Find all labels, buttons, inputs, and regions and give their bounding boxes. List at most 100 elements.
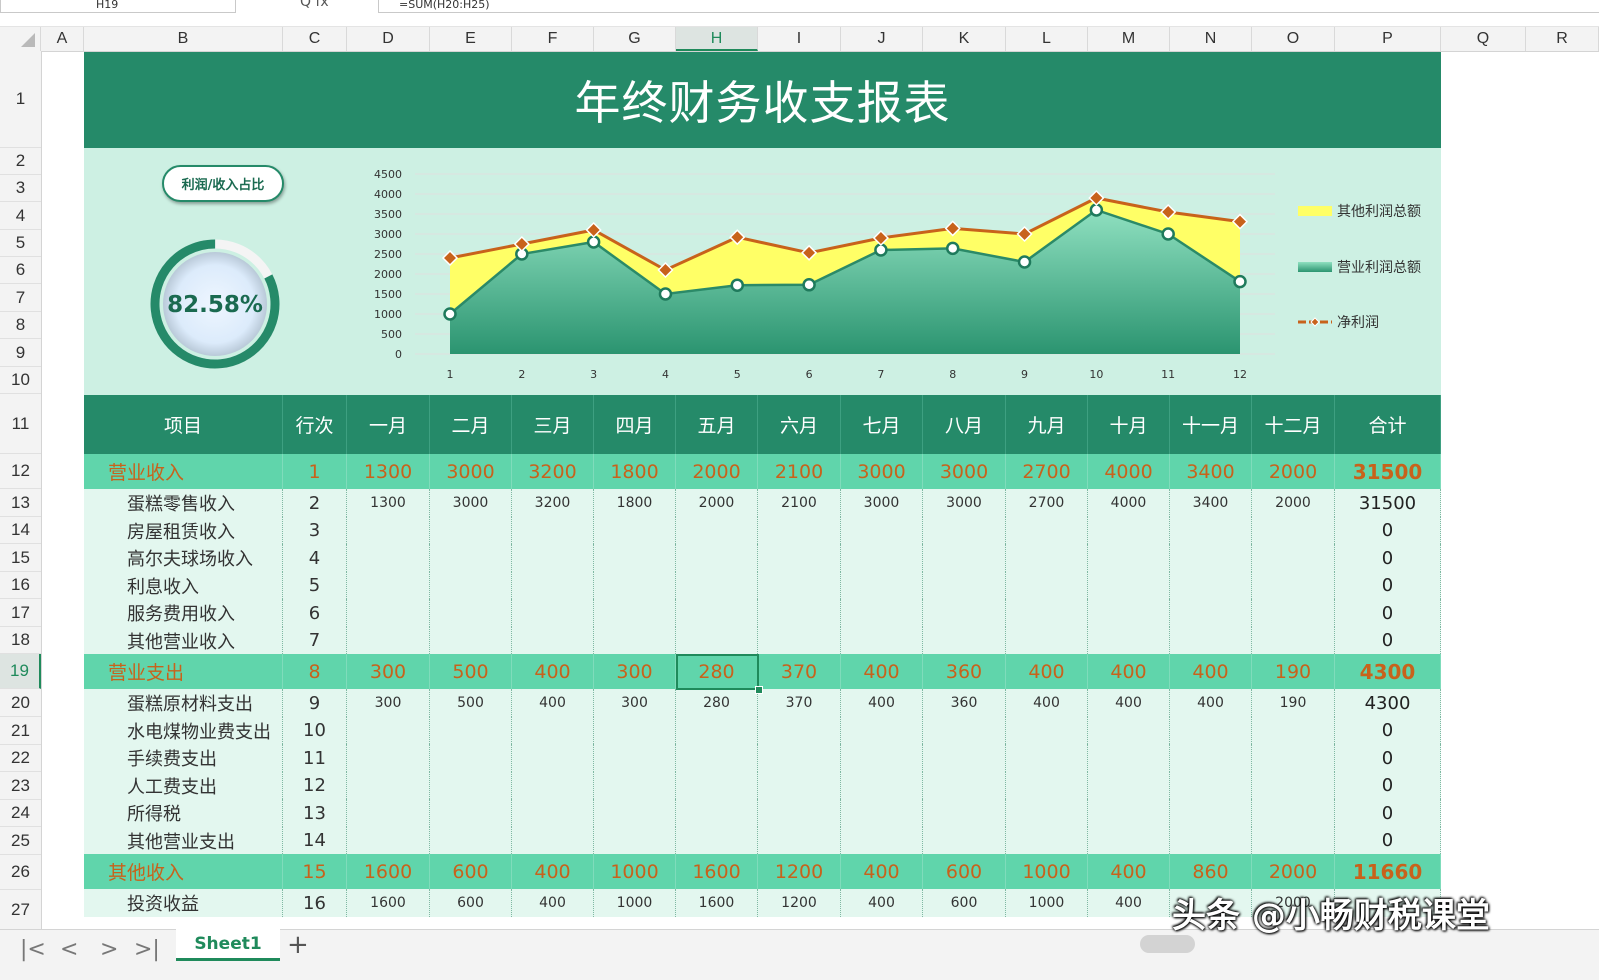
column-header-h[interactable]: H — [676, 27, 758, 51]
first-sheet-button[interactable]: |< — [20, 937, 46, 962]
item-value-cell[interactable] — [512, 572, 594, 599]
item-index[interactable]: 16 — [283, 889, 347, 917]
item-value-cell[interactable] — [512, 544, 594, 572]
section-value-cell[interactable]: 860 — [1170, 854, 1252, 889]
item-value-cell[interactable]: 2700 — [1006, 489, 1088, 517]
item-value-cell[interactable]: 2100 — [758, 489, 841, 517]
item-value-cell[interactable] — [923, 799, 1006, 827]
item-value-cell[interactable] — [1170, 544, 1252, 572]
item-value-cell[interactable] — [758, 717, 841, 744]
item-value-cell[interactable] — [512, 717, 594, 744]
section-value-cell[interactable]: 1000 — [594, 854, 676, 889]
item-index[interactable]: 9 — [283, 689, 347, 717]
section-name[interactable]: 营业收入 — [84, 454, 283, 489]
item-value-cell[interactable] — [512, 627, 594, 654]
item-name[interactable]: 其他营业收入 — [84, 627, 283, 654]
item-value-cell[interactable] — [1088, 517, 1170, 544]
item-value-cell[interactable] — [347, 517, 430, 544]
row-header-18[interactable]: 18 — [0, 627, 41, 654]
formula-icons[interactable]: Q fx — [300, 0, 329, 10]
item-total-cell[interactable]: 0 — [1335, 717, 1441, 744]
item-value-cell[interactable] — [1088, 827, 1170, 854]
column-header-k[interactable]: K — [923, 27, 1006, 51]
item-value-cell[interactable] — [923, 572, 1006, 599]
item-value-cell[interactable] — [676, 517, 758, 544]
item-name[interactable]: 蛋糕零售收入 — [84, 489, 283, 517]
item-value-cell[interactable] — [841, 517, 923, 544]
section-total-cell[interactable]: 31500 — [1335, 454, 1441, 489]
item-value-cell[interactable] — [430, 799, 512, 827]
item-value-cell[interactable]: 1300 — [347, 489, 430, 517]
item-total-cell[interactable] — [1335, 889, 1441, 917]
item-value-cell[interactable]: 3000 — [923, 489, 1006, 517]
column-header-c[interactable]: C — [283, 27, 347, 51]
item-value-cell[interactable] — [758, 599, 841, 627]
fill-handle[interactable] — [755, 686, 763, 694]
row-header-27[interactable]: 27 — [0, 890, 41, 930]
row-header-5[interactable]: 5 — [0, 230, 41, 257]
item-value-cell[interactable] — [1252, 744, 1335, 772]
column-header-q[interactable]: Q — [1441, 27, 1526, 51]
item-total-cell[interactable]: 4300 — [1335, 689, 1441, 717]
section-value-cell[interactable]: 400 — [841, 854, 923, 889]
formula-input[interactable]: =SUM(H20:H25) — [378, 0, 1599, 13]
row-header-3[interactable]: 3 — [0, 175, 41, 202]
column-header-f[interactable]: F — [512, 27, 594, 51]
column-header-m[interactable]: M — [1088, 27, 1170, 51]
item-value-cell[interactable] — [923, 544, 1006, 572]
item-value-cell[interactable] — [594, 627, 676, 654]
item-value-cell[interactable] — [1170, 827, 1252, 854]
row-header-2[interactable]: 2 — [0, 148, 41, 175]
section-value-cell[interactable]: 300 — [347, 654, 430, 689]
section-value-cell[interactable]: 1300 — [347, 454, 430, 489]
item-value-cell[interactable]: 2000 — [676, 489, 758, 517]
item-name[interactable]: 其他营业支出 — [84, 827, 283, 854]
tab-sheet1[interactable]: Sheet1 — [176, 929, 280, 961]
item-index[interactable]: 3 — [283, 517, 347, 544]
item-value-cell[interactable] — [1252, 517, 1335, 544]
item-value-cell[interactable] — [1170, 799, 1252, 827]
column-header-l[interactable]: L — [1006, 27, 1088, 51]
item-value-cell[interactable] — [347, 827, 430, 854]
row-header-23[interactable]: 23 — [0, 772, 41, 800]
item-name[interactable]: 高尔夫球场收入 — [84, 544, 283, 572]
section-value-cell[interactable]: 370 — [758, 654, 841, 689]
section-value-cell[interactable]: 1600 — [347, 854, 430, 889]
item-value-cell[interactable] — [1170, 599, 1252, 627]
item-value-cell[interactable] — [1006, 599, 1088, 627]
row-header-10[interactable]: 10 — [0, 367, 41, 394]
item-value-cell[interactable] — [1006, 627, 1088, 654]
item-value-cell[interactable]: 400 — [841, 689, 923, 717]
item-value-cell[interactable] — [923, 772, 1006, 799]
item-value-cell[interactable] — [512, 744, 594, 772]
item-value-cell[interactable] — [430, 572, 512, 599]
item-value-cell[interactable] — [512, 827, 594, 854]
item-value-cell[interactable] — [430, 599, 512, 627]
row-header-13[interactable]: 13 — [0, 489, 41, 517]
item-value-cell[interactable] — [676, 827, 758, 854]
select-all-corner[interactable] — [0, 27, 41, 51]
item-index[interactable]: 14 — [283, 827, 347, 854]
section-index[interactable]: 1 — [283, 454, 347, 489]
item-value-cell[interactable] — [594, 772, 676, 799]
item-value-cell[interactable] — [758, 572, 841, 599]
row-header-26[interactable]: 26 — [0, 855, 41, 890]
item-value-cell[interactable]: 1000 — [594, 889, 676, 917]
item-value-cell[interactable] — [1252, 599, 1335, 627]
section-value-cell[interactable]: 400 — [512, 654, 594, 689]
item-total-cell[interactable]: 0 — [1335, 827, 1441, 854]
item-total-cell[interactable]: 0 — [1335, 517, 1441, 544]
item-value-cell[interactable]: 3000 — [841, 489, 923, 517]
item-total-cell[interactable]: 0 — [1335, 544, 1441, 572]
column-header-j[interactable]: J — [841, 27, 923, 51]
item-value-cell[interactable] — [1170, 517, 1252, 544]
section-value-cell[interactable]: 1200 — [758, 854, 841, 889]
item-total-cell[interactable]: 0 — [1335, 572, 1441, 599]
item-value-cell[interactable] — [1170, 889, 1252, 917]
item-value-cell[interactable]: 400 — [1088, 689, 1170, 717]
item-index[interactable]: 2 — [283, 489, 347, 517]
name-box[interactable]: H19 — [0, 0, 236, 13]
item-value-cell[interactable] — [430, 744, 512, 772]
item-value-cell[interactable] — [1170, 627, 1252, 654]
section-value-cell[interactable]: 2100 — [758, 454, 841, 489]
